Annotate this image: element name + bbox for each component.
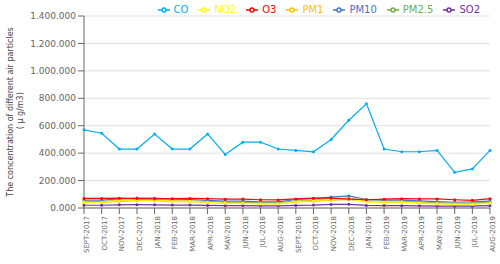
svg-text:MAR-2019: MAR-2019 <box>401 216 409 252</box>
svg-text:APR-2018: APR-2018 <box>207 216 215 250</box>
svg-text:JUN-2018: JUN-2018 <box>242 216 250 250</box>
html-text:PM2.5: PM2.5 <box>402 4 434 15</box>
svg-text:0.000: 0.000 <box>50 203 76 213</box>
svg-text:JUN-2019: JUN-2019 <box>454 216 462 250</box>
svg-text:600.000: 600.000 <box>39 121 76 131</box>
html-text:SO2: SO2 <box>459 4 480 15</box>
html-text:NO2: NO2 <box>214 4 237 15</box>
svg-text:OCT-2017: OCT-2017 <box>101 216 109 250</box>
html-text:PM1: PM1 <box>302 4 324 15</box>
svg-text:NOV-2018: NOV-2018 <box>330 216 338 251</box>
html-text:PM10: PM10 <box>349 4 377 15</box>
svg-text:JUL-2018: JUL-2018 <box>259 216 267 248</box>
svg-text:DEC-2018: DEC-2018 <box>348 216 356 251</box>
svg-text:JAN-2019: JAN-2019 <box>365 216 373 249</box>
svg-text:FEB-2018: FEB-2018 <box>171 216 179 250</box>
svg-text:1.200.000: 1.200.000 <box>30 39 76 49</box>
svg-text:APR-2019: APR-2019 <box>418 216 426 250</box>
svg-text:AUG-2018: AUG-2018 <box>277 216 285 252</box>
svg-text:SEPT-2017: SEPT-2017 <box>83 216 91 253</box>
svg-text:200.000: 200.000 <box>39 176 76 186</box>
svg-text:The concentration of different: The concentration of different air parti… <box>8 27 25 197</box>
svg-text:1.400.000: 1.400.000 <box>30 11 76 21</box>
svg-text:1.000.000: 1.000.000 <box>30 66 76 76</box>
svg-text:OCT-2018: OCT-2018 <box>312 216 320 250</box>
svg-text:SEPT-2018: SEPT-2018 <box>295 216 303 253</box>
svg-text:JAN-2018: JAN-2018 <box>154 216 162 249</box>
svg-text:MAY-2018: MAY-2018 <box>224 216 232 250</box>
svg-text:AUG-2019: AUG-2019 <box>489 216 492 252</box>
svg-text:400.000: 400.000 <box>39 148 76 158</box>
svg-text:FEB-2019: FEB-2019 <box>383 216 391 250</box>
svg-text:DEC-2017: DEC-2017 <box>136 216 144 251</box>
html-text:CO: CO <box>173 4 189 15</box>
html-text:O3: O3 <box>262 4 277 15</box>
svg-text:800.000: 800.000 <box>39 93 76 103</box>
svg-text:MAY-2019: MAY-2019 <box>436 216 444 250</box>
svg-text:JUL-2019: JUL-2019 <box>471 216 479 248</box>
svg-text:NOV-2017: NOV-2017 <box>118 216 126 251</box>
svg-text:MAR-2018: MAR-2018 <box>189 216 197 252</box>
